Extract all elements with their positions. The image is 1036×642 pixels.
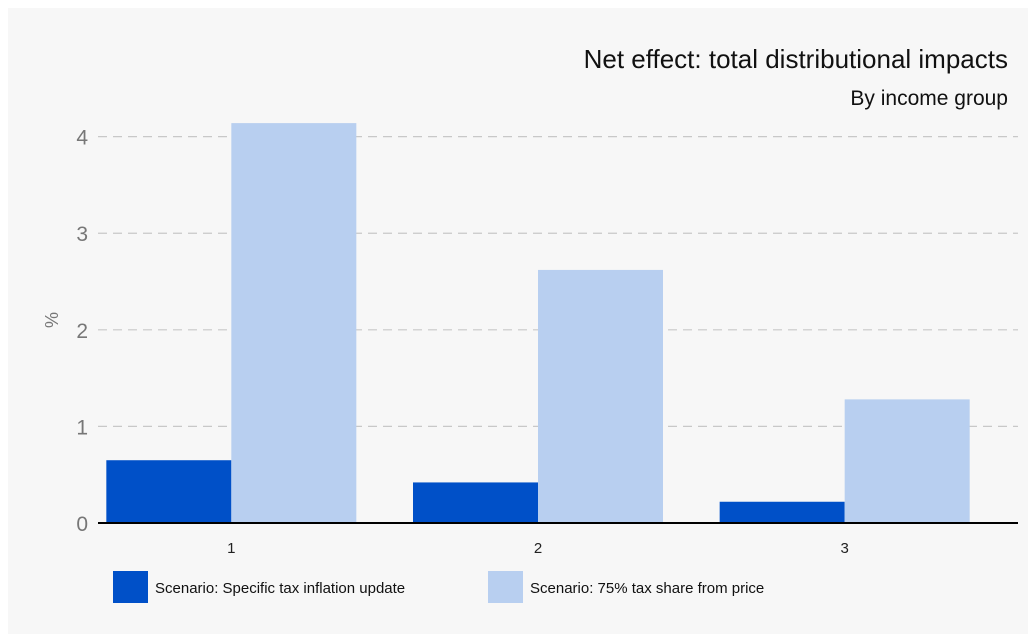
bar-chart: Net effect: total distributional impacts… — [42, 44, 1018, 603]
x-tick-label: 2 — [534, 540, 542, 557]
bar-tax-share-group-2 — [538, 269, 663, 523]
y-tick-label: 2 — [76, 320, 88, 343]
bar-specific-tax-group-1 — [106, 460, 232, 523]
legend-label: Scenario: Specific tax inflation update — [155, 580, 405, 597]
legend-swatch — [113, 571, 148, 603]
y-axis-ticks: 0 1 2 3 4 — [76, 127, 88, 536]
bar-tax-share-group-1 — [231, 123, 357, 523]
bar-specific-tax-group-2 — [413, 482, 538, 523]
y-axis-label: % — [42, 312, 62, 328]
x-axis-ticks: 1 2 3 — [227, 540, 849, 557]
bars — [106, 123, 970, 523]
y-tick-label: 1 — [76, 416, 88, 439]
x-tick-label: 3 — [840, 540, 848, 557]
y-tick-label: 4 — [76, 127, 88, 150]
bar-specific-tax-group-3 — [719, 501, 845, 523]
legend: Scenario: Specific tax inflation update S… — [113, 571, 764, 603]
y-tick-label: 3 — [76, 223, 88, 246]
chart-title: Net effect: total distributional impacts — [584, 44, 1008, 74]
legend-label: Scenario: 75% tax share from price — [530, 580, 764, 597]
bar-tax-share-group-3 — [844, 399, 970, 523]
legend-swatch — [488, 571, 523, 603]
x-tick-label: 1 — [227, 540, 235, 557]
chart-container: Net effect: total distributional impacts… — [8, 8, 1028, 634]
y-tick-label: 0 — [76, 513, 88, 536]
chart-subtitle: By income group — [850, 87, 1008, 110]
